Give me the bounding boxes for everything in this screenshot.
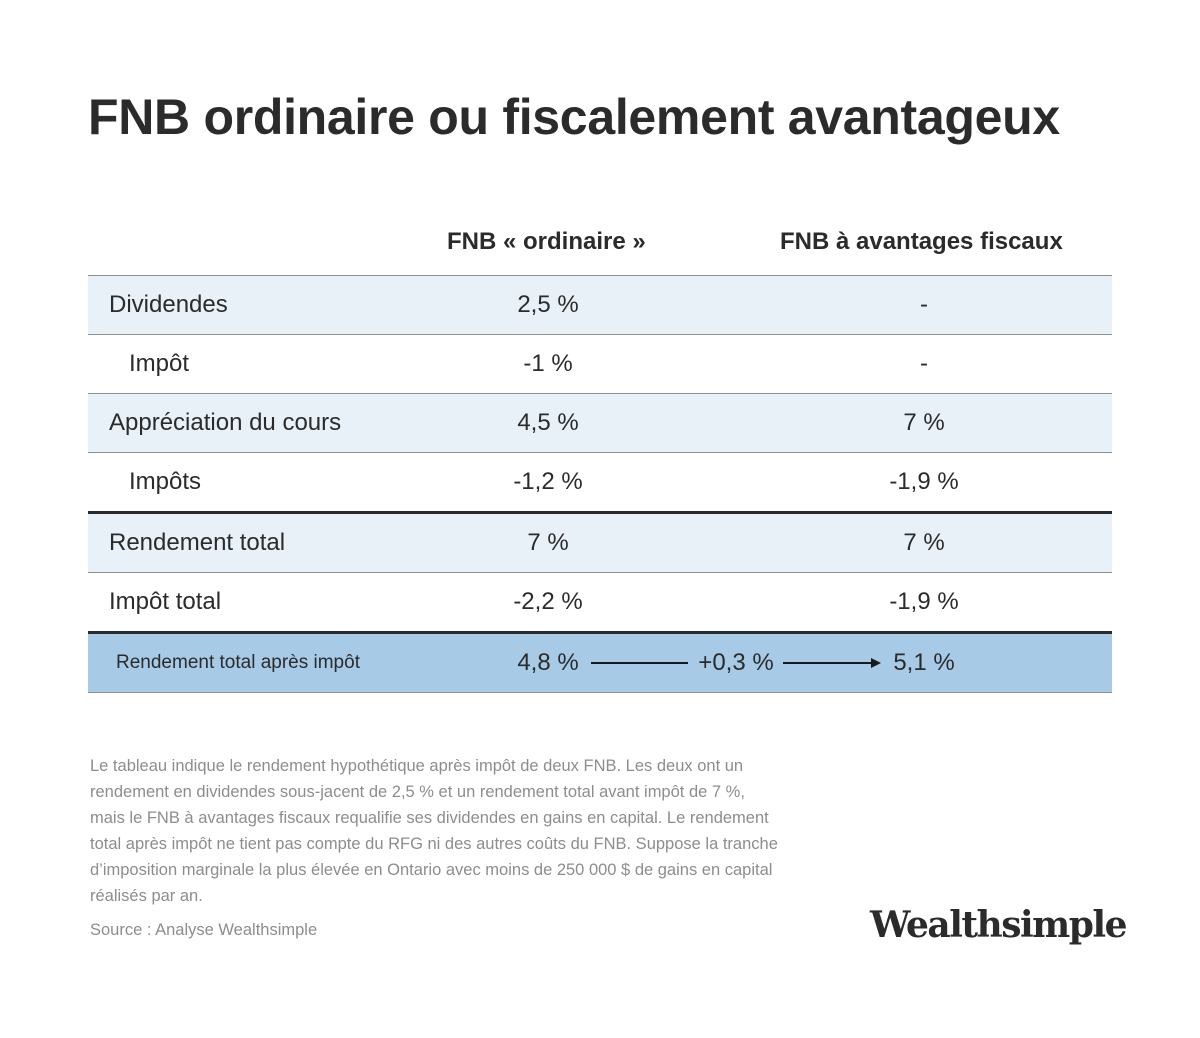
table-row-capital-gains-tax: Impôts -1,2 % -1,9 % xyxy=(88,452,1112,511)
table-row-price-appreciation: Appréciation du cours 4,5 % 7 % xyxy=(88,393,1112,452)
row-label: Rendement total xyxy=(109,529,286,556)
regular-etf-value: -1 % xyxy=(523,350,573,377)
row-label: Impôt xyxy=(129,350,190,377)
comparison-table: Dividendes 2,5 % - Impôt -1 % - Apprécia… xyxy=(88,275,1112,693)
row-label: Impôt total xyxy=(109,588,222,615)
tax-efficient-etf-value: -1,9 % xyxy=(889,588,959,615)
table-row-dividend-tax: Impôt -1 % - xyxy=(88,334,1112,393)
regular-etf-value: 4,8 % xyxy=(517,649,579,676)
regular-etf-value: -1,2 % xyxy=(513,468,583,495)
tax-efficient-etf-value: 7 % xyxy=(903,529,945,556)
regular-etf-value: 2,5 % xyxy=(517,291,579,318)
tax-efficient-etf-value: 7 % xyxy=(903,409,945,436)
row-label: Impôts xyxy=(129,468,202,495)
row-label: Dividendes xyxy=(109,291,228,318)
table-row-total-return: Rendement total 7 % 7 % xyxy=(88,511,1112,572)
page-title: FNB ordinaire ou fiscalement avantageux xyxy=(88,89,1060,145)
footnote: Le tableau indique le rendement hypothét… xyxy=(90,757,778,905)
column-header-regular-etf: FNB « ordinaire » xyxy=(447,228,646,255)
table-row-dividends: Dividendes 2,5 % - xyxy=(88,275,1112,334)
wealthsimple-logo: Wealthsimple xyxy=(870,904,1128,946)
tax-efficient-etf-value: - xyxy=(920,350,928,377)
tax-efficient-etf-value: - xyxy=(920,291,928,318)
difference-value: +0,3 % xyxy=(698,649,774,676)
tax-efficient-etf-value: 5,1 % xyxy=(893,649,955,676)
row-label: Appréciation du cours xyxy=(109,409,342,436)
regular-etf-value: 7 % xyxy=(527,529,569,556)
regular-etf-value: 4,5 % xyxy=(517,409,579,436)
regular-etf-value: -2,2 % xyxy=(513,588,583,615)
table-row-total-tax: Impôt total -2,2 % -1,9 % xyxy=(88,572,1112,631)
row-label: Rendement total après impôt xyxy=(116,652,360,673)
column-header-tax-efficient-etf: FNB à avantages fiscaux xyxy=(780,228,1063,255)
table-row-after-tax-return: Rendement total après impôt 4,8 % +0,3 %… xyxy=(88,631,1112,693)
source-note: Source : Analyse Wealthsimple xyxy=(90,921,318,939)
tax-efficient-etf-value: -1,9 % xyxy=(889,468,959,495)
